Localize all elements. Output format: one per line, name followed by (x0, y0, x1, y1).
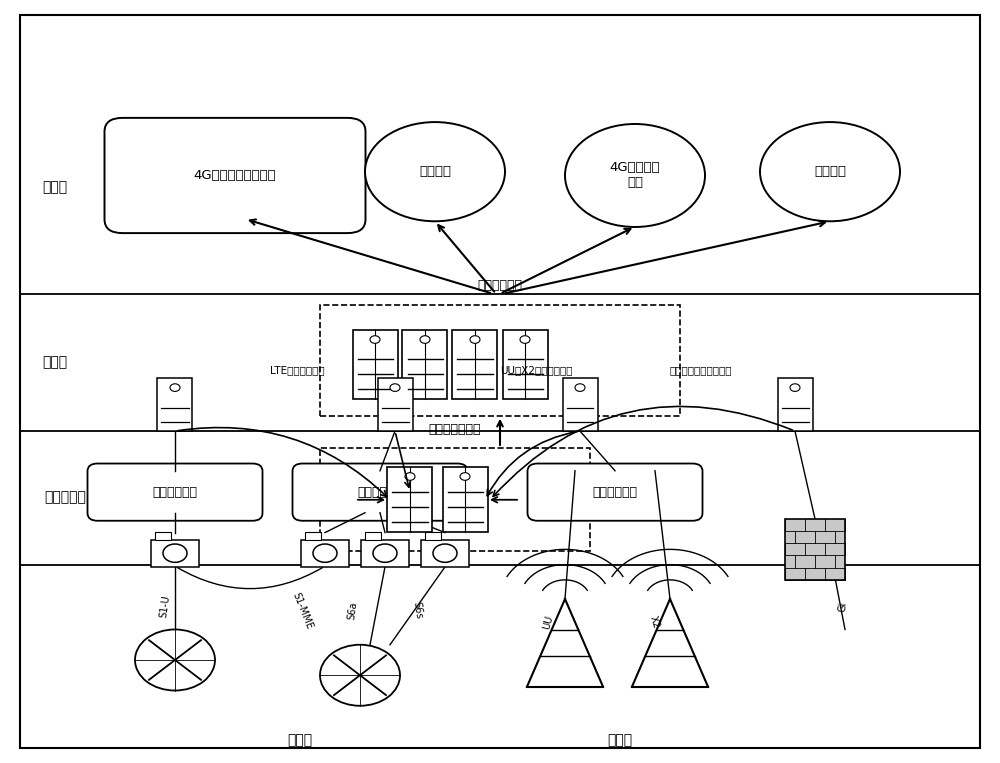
Ellipse shape (365, 122, 505, 221)
Circle shape (390, 384, 400, 391)
Text: S1-U: S1-U (158, 594, 172, 619)
Bar (503, 330, 548, 399)
Circle shape (420, 336, 430, 343)
Bar (352, 330, 398, 399)
Circle shape (163, 544, 187, 562)
Text: 应用层: 应用层 (42, 180, 68, 194)
Ellipse shape (565, 124, 705, 227)
Circle shape (470, 336, 480, 343)
Text: 经分系统: 经分系统 (419, 165, 451, 179)
Bar (365, 533, 381, 540)
Bar (442, 467, 488, 533)
Bar (425, 533, 441, 540)
Ellipse shape (760, 122, 900, 221)
FancyBboxPatch shape (88, 464, 262, 521)
Circle shape (433, 544, 457, 562)
Text: UU: UU (541, 613, 555, 630)
Circle shape (575, 384, 585, 391)
Text: 硬采集: 硬采集 (287, 733, 313, 747)
Bar (151, 540, 199, 566)
Text: X2: X2 (648, 614, 662, 629)
FancyBboxPatch shape (320, 448, 590, 551)
Text: 流量汇聚设备: 流量汇聚设备 (152, 485, 198, 499)
Bar (361, 540, 409, 566)
Text: 防火墙日志采集前置机: 防火墙日志采集前置机 (670, 365, 732, 375)
Circle shape (373, 544, 397, 562)
Bar (778, 378, 813, 431)
Circle shape (135, 629, 215, 691)
Bar (402, 330, 447, 399)
Circle shape (313, 544, 337, 562)
Bar (452, 330, 497, 399)
Bar (387, 467, 432, 533)
Circle shape (170, 384, 180, 391)
Circle shape (460, 473, 470, 481)
FancyBboxPatch shape (528, 464, 702, 521)
Circle shape (320, 645, 400, 706)
Text: 软采集: 软采集 (607, 733, 633, 747)
FancyBboxPatch shape (292, 464, 467, 521)
Text: 4G信令监测分析系统: 4G信令监测分析系统 (194, 169, 276, 182)
Text: 4G日志留存
系统: 4G日志留存 系统 (610, 162, 660, 189)
Text: 数据合成服务器: 数据合成服务器 (429, 423, 481, 436)
Text: 流量汇聚设备: 流量汇聚设备 (592, 485, 638, 499)
Text: UU、X2采集解析设备: UU、X2采集解析设备 (500, 365, 572, 375)
Circle shape (370, 336, 380, 343)
Text: 其他系统: 其他系统 (814, 165, 846, 179)
Text: LTE采集解析设备: LTE采集解析设备 (270, 365, 325, 375)
Circle shape (790, 384, 800, 391)
FancyBboxPatch shape (320, 305, 680, 416)
Bar (155, 533, 171, 540)
Text: Gi: Gi (838, 601, 848, 612)
Text: S6s: S6s (412, 601, 424, 620)
FancyBboxPatch shape (104, 118, 366, 233)
Bar (378, 378, 413, 431)
Bar (785, 519, 845, 580)
Text: S6a: S6a (347, 600, 359, 620)
Text: 流量汇聚设备: 流量汇聚设备 (358, 485, 402, 499)
Text: S1-MME: S1-MME (290, 591, 314, 630)
Text: 数据解码层: 数据解码层 (44, 491, 86, 504)
Bar (301, 540, 349, 566)
Text: 共享层服务器: 共享层服务器 (478, 279, 522, 292)
Bar (305, 533, 321, 540)
Text: 共享层: 共享层 (42, 356, 68, 369)
Bar (157, 378, 192, 431)
Bar (421, 540, 469, 566)
Circle shape (405, 473, 415, 481)
Circle shape (520, 336, 530, 343)
Bar (562, 378, 598, 431)
